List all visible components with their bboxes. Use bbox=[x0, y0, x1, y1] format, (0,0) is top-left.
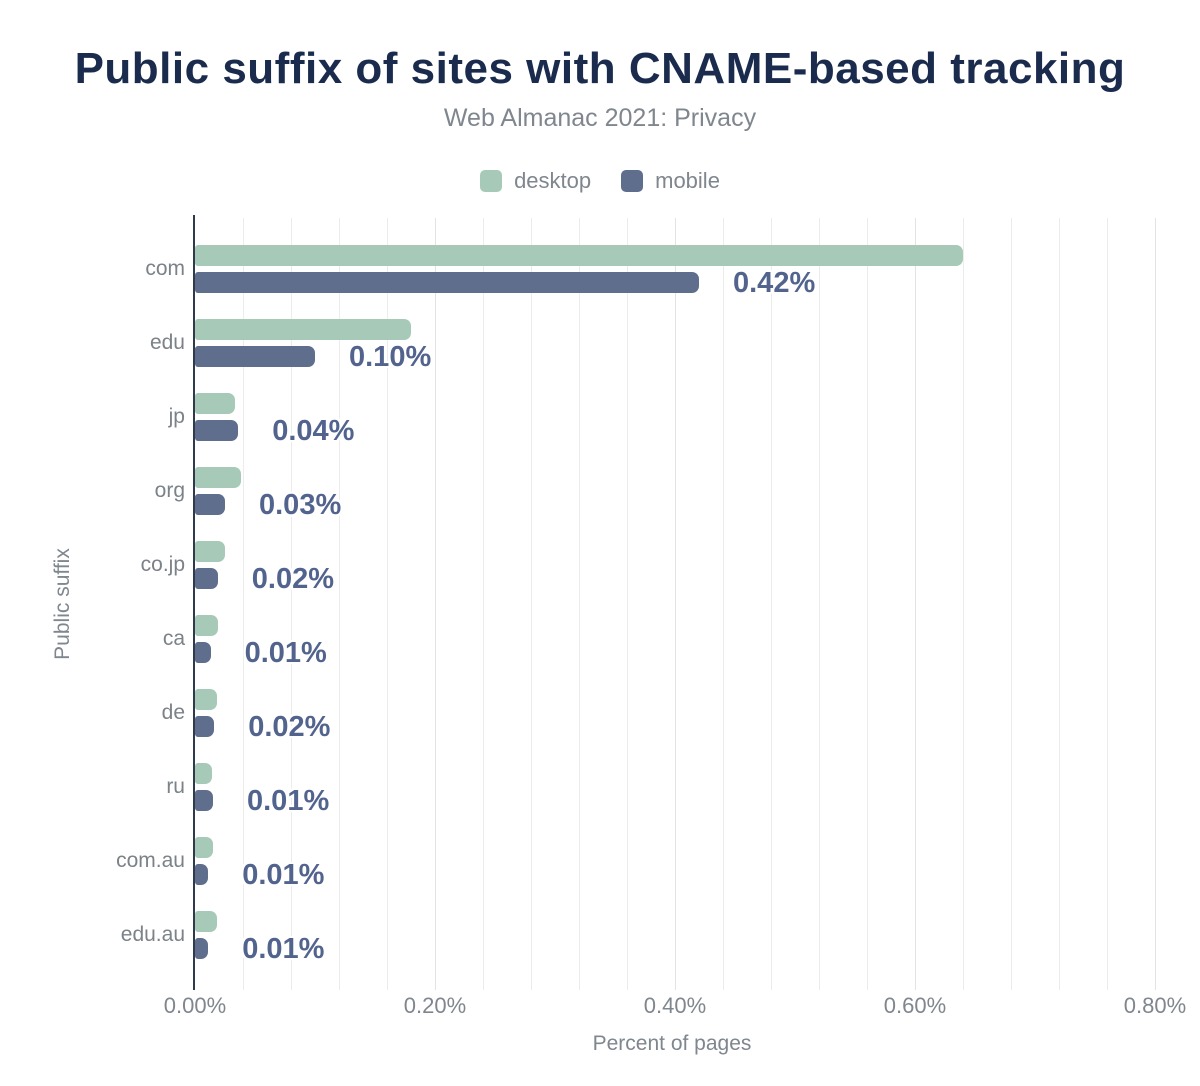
value-label: 0.03% bbox=[259, 489, 342, 521]
bar-desktop[interactable] bbox=[195, 763, 212, 784]
category-label: jp bbox=[168, 405, 185, 428]
gridline bbox=[963, 218, 964, 990]
bar-desktop[interactable] bbox=[195, 911, 217, 932]
gridline bbox=[915, 218, 916, 990]
gridline bbox=[435, 218, 436, 990]
value-label: 0.04% bbox=[272, 415, 355, 447]
gridline bbox=[1011, 218, 1012, 990]
value-label: 0.01% bbox=[242, 933, 325, 965]
bar-mobile[interactable] bbox=[195, 642, 211, 663]
value-label: 0.01% bbox=[244, 637, 327, 669]
bar-desktop[interactable] bbox=[195, 615, 218, 636]
gridline bbox=[339, 218, 340, 990]
category-label: ca bbox=[162, 627, 185, 650]
bar-mobile[interactable] bbox=[195, 494, 225, 515]
category-label: edu bbox=[149, 331, 185, 354]
gridline bbox=[243, 218, 244, 990]
y-axis-line bbox=[193, 215, 195, 990]
x-tick-label: 0.60% bbox=[883, 993, 947, 1018]
gridline bbox=[387, 218, 388, 990]
category-label: de bbox=[161, 701, 185, 724]
value-label: 0.02% bbox=[251, 563, 335, 595]
bar-mobile[interactable] bbox=[195, 272, 699, 293]
value-label: 0.01% bbox=[247, 785, 330, 817]
gridline bbox=[291, 218, 292, 990]
bar-mobile[interactable] bbox=[195, 420, 239, 441]
bar-mobile[interactable] bbox=[195, 568, 218, 589]
bar-desktop[interactable] bbox=[195, 319, 411, 340]
gridline bbox=[579, 218, 580, 990]
bar-desktop[interactable] bbox=[195, 689, 217, 710]
gridline bbox=[723, 218, 724, 990]
bar-desktop[interactable] bbox=[195, 467, 241, 488]
chart-subtitle: Web Almanac 2021: Privacy bbox=[443, 104, 757, 132]
legend: desktop mobile bbox=[0, 168, 1200, 194]
legend-swatch-desktop bbox=[480, 170, 503, 192]
category-label: ru bbox=[166, 775, 185, 798]
bar-mobile[interactable] bbox=[195, 790, 213, 811]
category-label: co.jp bbox=[140, 553, 185, 576]
legend-label-mobile: mobile bbox=[655, 168, 720, 193]
x-tick-label: 0.40% bbox=[643, 993, 707, 1018]
legend-item-desktop[interactable]: desktop bbox=[480, 168, 591, 194]
bar-mobile[interactable] bbox=[195, 938, 209, 959]
x-tick-label: 0.00% bbox=[163, 993, 227, 1018]
category-label: com bbox=[145, 257, 185, 280]
bar-desktop[interactable] bbox=[195, 245, 963, 266]
gridline bbox=[675, 218, 676, 990]
bar-mobile[interactable] bbox=[195, 346, 315, 367]
category-label: com.au bbox=[116, 849, 185, 872]
gridline bbox=[867, 218, 868, 990]
gridline bbox=[1059, 218, 1060, 990]
legend-item-mobile[interactable]: mobile bbox=[621, 168, 720, 194]
y-axis-title: Public suffix bbox=[51, 548, 74, 660]
value-label: 0.10% bbox=[349, 341, 432, 373]
x-tick-label: 0.80% bbox=[1123, 993, 1187, 1018]
bar-mobile[interactable] bbox=[195, 864, 209, 885]
category-label: org bbox=[154, 479, 185, 502]
value-label: 0.01% bbox=[242, 859, 325, 891]
value-label: 0.42% bbox=[733, 267, 816, 299]
gridline bbox=[771, 218, 772, 990]
legend-swatch-mobile bbox=[621, 170, 644, 192]
gridline bbox=[819, 218, 820, 990]
gridline bbox=[483, 218, 484, 990]
bar-mobile[interactable] bbox=[195, 716, 215, 737]
category-label: edu.au bbox=[120, 923, 185, 946]
gridline bbox=[1155, 218, 1156, 990]
gridline bbox=[1107, 218, 1108, 990]
bar-desktop[interactable] bbox=[195, 837, 213, 858]
chart-title: Public suffix of sites with CNAME-based … bbox=[74, 44, 1126, 93]
legend-label-desktop: desktop bbox=[514, 168, 592, 193]
x-axis-title: Percent of pages bbox=[592, 1032, 752, 1055]
value-label: 0.02% bbox=[248, 711, 331, 743]
x-tick-label: 0.20% bbox=[403, 993, 467, 1018]
bar-desktop[interactable] bbox=[195, 393, 235, 414]
gridline bbox=[627, 218, 628, 990]
gridline bbox=[531, 218, 532, 990]
bar-desktop[interactable] bbox=[195, 541, 225, 562]
